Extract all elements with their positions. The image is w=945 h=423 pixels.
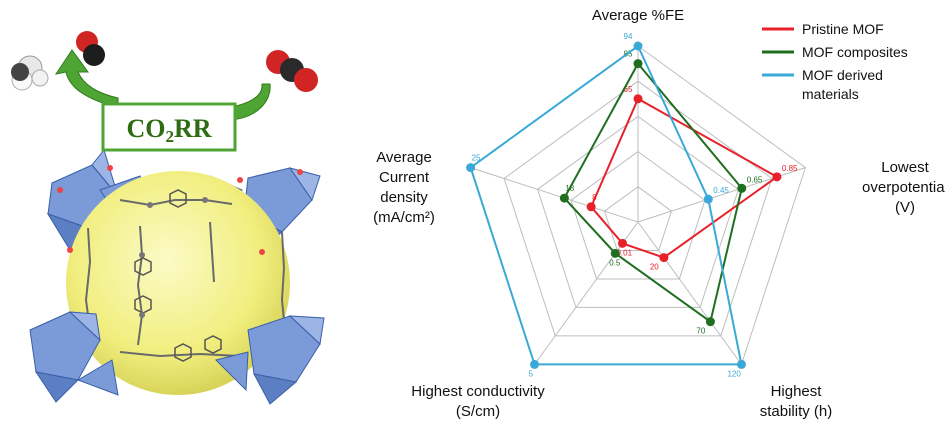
data-point (736, 359, 746, 369)
data-point (530, 359, 540, 369)
data-point (659, 253, 669, 263)
data-point (703, 194, 713, 204)
co2rr-badge-box (101, 102, 237, 152)
data-point (772, 172, 782, 182)
axis-label-st: Highest stability (h) (760, 383, 833, 420)
data-label: 70 (696, 327, 705, 336)
data-label: 94 (624, 32, 633, 41)
data-label: 25 (472, 154, 481, 163)
data-label: 65 (624, 85, 633, 94)
data-label: 120 (727, 369, 741, 378)
legend-entry-0: Pristine MOF (762, 21, 884, 37)
data-label: 0.5 (609, 258, 621, 267)
data-label: 0.01 (616, 248, 632, 257)
data-point (633, 41, 643, 51)
data-label: 20 (650, 263, 659, 272)
data-point (559, 193, 569, 203)
data-point (617, 238, 627, 248)
radar-axis-labels: Average %FE Lowest overpotential (V) Highest… (373, 7, 945, 420)
data-point (633, 94, 643, 104)
grid-ring (603, 186, 673, 251)
legend: Pristine MOF MOF composites MOF derived mat… (762, 21, 908, 102)
data-point (633, 59, 643, 69)
mof-node-bottom-right (215, 315, 325, 405)
linker-rings (134, 189, 222, 362)
series-line (563, 61, 743, 324)
legend-label: MOF composites (802, 44, 908, 60)
axis-spoke-cd (470, 167, 639, 223)
axis-label-op: Lowest overpotential (V) (862, 159, 945, 216)
series-line (589, 97, 779, 259)
mof-illustration: CO2RR (11, 31, 325, 405)
legend-label: Pristine MOF (802, 21, 884, 37)
left-arrow (54, 49, 119, 109)
right-arrow (225, 83, 271, 121)
grid-ring (536, 115, 740, 308)
series-2: 94 0.45 120 5 25 (466, 32, 746, 378)
legend-entry-1: MOF composites (762, 44, 908, 60)
ch4-molecule (11, 55, 49, 91)
data-point (737, 183, 747, 193)
data-label: 18 (565, 184, 574, 193)
legend-label: MOF derived materials (802, 67, 883, 102)
data-label: 5 (529, 369, 534, 378)
axis-label-cd: Average Current density (mA/cm²) (373, 149, 435, 226)
data-point (705, 317, 715, 327)
series-0: 65 0.85 20 0.01 8 (586, 85, 798, 272)
legend-entry-2: MOF derived materials (762, 67, 883, 102)
series-line (469, 44, 743, 366)
data-label: 8 (592, 193, 597, 202)
linker-chains (84, 199, 286, 358)
co2-molecule (266, 50, 318, 92)
pore-sphere (66, 171, 290, 395)
data-label: 0.65 (747, 175, 763, 184)
axis-label-co: Highest conductivity (S/cm) (411, 383, 545, 420)
co2rr-badge: CO2RR (126, 114, 211, 146)
data-label: 0.45 (713, 186, 729, 195)
axis-spoke-st (637, 221, 742, 365)
axis-label-fe: Average %FE (592, 7, 684, 24)
radar-grid (470, 45, 806, 365)
data-point (586, 202, 596, 212)
mof-node-bottom-left (29, 311, 119, 403)
co-molecule (76, 31, 105, 66)
data-label: 0.85 (782, 164, 798, 173)
grid-ring (570, 150, 706, 280)
data-point (466, 163, 476, 173)
data-point (610, 248, 620, 258)
